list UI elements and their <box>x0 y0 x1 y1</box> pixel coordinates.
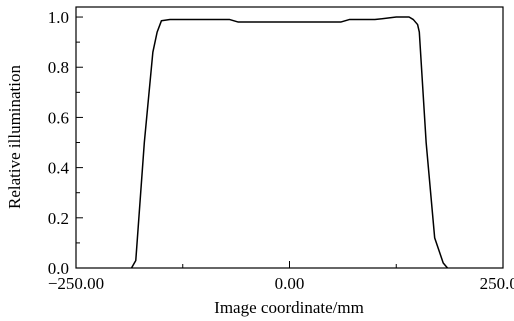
y-tick-label-1: 0.2 <box>48 209 69 228</box>
plot-frame <box>75 6 504 269</box>
y-tick-label-3: 0.6 <box>48 108 69 127</box>
y-axis-ticks <box>76 16 83 269</box>
y-tick-label-4: 0.8 <box>48 58 69 77</box>
x-tick-label-1: 0.00 <box>275 274 305 293</box>
y-tick-label-0: 0.0 <box>48 259 69 278</box>
x-axis-ticks <box>75 261 504 268</box>
x-axis-tick-labels: −250.00 0.00 250.00 <box>48 274 514 293</box>
y-tick-label-2: 0.4 <box>48 159 70 178</box>
x-tick-label-2: 250.00 <box>480 274 514 293</box>
y-axis-tick-labels: 0.0 0.2 0.4 0.6 0.8 1.0 <box>48 8 70 278</box>
illumination-curve <box>130 16 449 269</box>
y-tick-label-5: 1.0 <box>48 8 69 27</box>
y-axis-label: Relative illumination <box>5 65 24 210</box>
x-tick-label-0: −250.00 <box>48 274 104 293</box>
x-axis-label: Image coordinate/mm <box>214 298 364 317</box>
